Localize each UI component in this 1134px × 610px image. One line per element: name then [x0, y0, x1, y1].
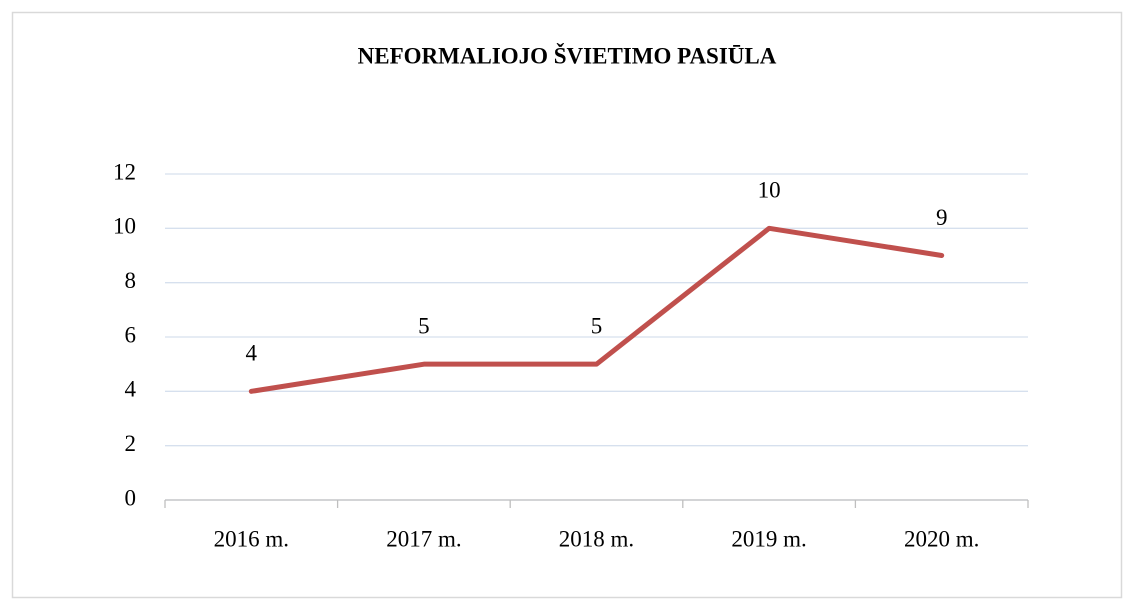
- data-label: 9: [936, 205, 948, 230]
- data-label: 5: [418, 313, 430, 338]
- y-tick-label: 12: [113, 159, 136, 184]
- x-tick-label: 2018 m.: [559, 526, 634, 551]
- data-label: 4: [246, 341, 258, 366]
- x-tick-label: 2017 m.: [386, 526, 461, 551]
- y-tick-label: 6: [125, 322, 137, 347]
- y-tick-label: 0: [125, 485, 137, 510]
- x-tick-label: 2016 m.: [214, 526, 289, 551]
- x-tick-label: 2020 m.: [904, 526, 979, 551]
- x-tick-label: 2019 m.: [731, 526, 806, 551]
- y-tick-label: 2: [125, 431, 137, 456]
- data-label: 5: [591, 313, 603, 338]
- y-tick-label: 8: [125, 268, 137, 293]
- chart-border: [11, 11, 1123, 599]
- y-tick-label: 10: [113, 214, 136, 239]
- data-line: [248, 225, 945, 394]
- chart-title: NEFORMALIOJO ŠVIETIMO PASIŪLA: [358, 42, 777, 68]
- data-label: 10: [758, 178, 781, 203]
- y-tick-label: 4: [125, 377, 137, 402]
